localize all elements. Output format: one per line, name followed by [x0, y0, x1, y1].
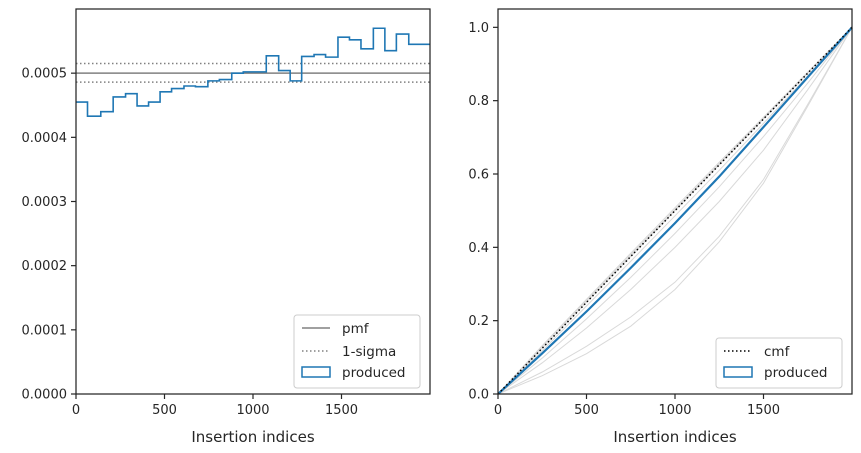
legend-produced-swatch [301, 366, 331, 378]
cumulative-legend-frame [715, 337, 843, 389]
histogram-legend: pmf 1-sigma produced [293, 314, 421, 389]
legend-produced-label: produced [342, 365, 406, 381]
cumulative-x-tick-label: 500 [574, 403, 599, 418]
histogram-y-tick-label: 0.0000 [22, 388, 68, 403]
background-curve [497, 27, 853, 395]
legend-pmf-label: pmf [342, 321, 370, 337]
cumulative-y-tick-label: 0.2 [468, 314, 489, 329]
legend-produced-swatch-right [723, 366, 753, 378]
histogram-x-tick-label: 500 [152, 403, 177, 418]
cumulative-panel: 0 500 1000 1500 0.0 0.2 0.4 0.6 0.8 1.0 Insertio… [468, 8, 853, 446]
cumulative-y-tick-label: 0.4 [468, 241, 489, 256]
histogram-legend-frame [293, 314, 421, 389]
histogram-plot-area [76, 27, 430, 117]
histogram-x-tick-label: 1000 [236, 403, 269, 418]
produced-step-histogram [76, 27, 430, 117]
cumulative-x-tick-label: 1500 [747, 403, 780, 418]
cumulative-plot-area [497, 26, 853, 395]
background-curve [497, 27, 853, 395]
cumulative-y-tick-label: 0.0 [468, 388, 489, 403]
histogram-axes-frame [75, 8, 431, 395]
cumulative-x-tick-label: 0 [494, 403, 502, 418]
cumulative-axes-frame [497, 8, 853, 395]
histogram-y-tick-label: 0.0005 [22, 67, 68, 82]
cmf-line [497, 26, 853, 395]
histogram-y-tick-label: 0.0002 [22, 259, 68, 274]
histogram-panel: 0 500 1000 1500 0.00000.00010.00020.00030.0… [22, 8, 431, 446]
background-curve [497, 26, 853, 395]
histogram-y-ticks: 0.0000 0.0001 0.0002 0.0003 0.0004 0.0005 [22, 67, 76, 403]
histogram-y-tick-label: 0.0001 [22, 323, 68, 338]
legend-sigma-label: 1-sigma [342, 344, 396, 360]
produced-curve [497, 26, 853, 395]
legend-produced-label-right: produced [764, 365, 828, 381]
cumulative-x-ticks: 0 500 1000 1500 [494, 394, 780, 418]
cumulative-y-tick-label: 1.0 [468, 21, 489, 36]
histogram-x-axis-label: Insertion indices [191, 428, 314, 446]
cumulative-y-tick-label: 0.8 [468, 94, 489, 109]
cumulative-legend: cmf produced [715, 337, 843, 389]
background-curve [497, 26, 853, 395]
histogram-x-tick-label: 0 [72, 403, 80, 418]
histogram-x-tick-label: 1500 [325, 403, 358, 418]
legend-cmf-label: cmf [764, 344, 791, 360]
background-curve [497, 27, 853, 395]
histogram-x-ticks: 0 500 1000 1500 [72, 394, 358, 418]
cumulative-x-tick-label: 1000 [658, 403, 691, 418]
histogram-y-tick-label: 0.0003 [22, 195, 68, 210]
background-curve [497, 27, 853, 395]
cumulative-x-axis-label: Insertion indices [613, 428, 736, 446]
cumulative-y-tick-label: 0.6 [468, 168, 489, 183]
cumulative-y-ticks: 0.0 0.2 0.4 0.6 0.8 1.0 [468, 21, 498, 403]
histogram-y-tick-label: 0.0004 [22, 131, 68, 146]
